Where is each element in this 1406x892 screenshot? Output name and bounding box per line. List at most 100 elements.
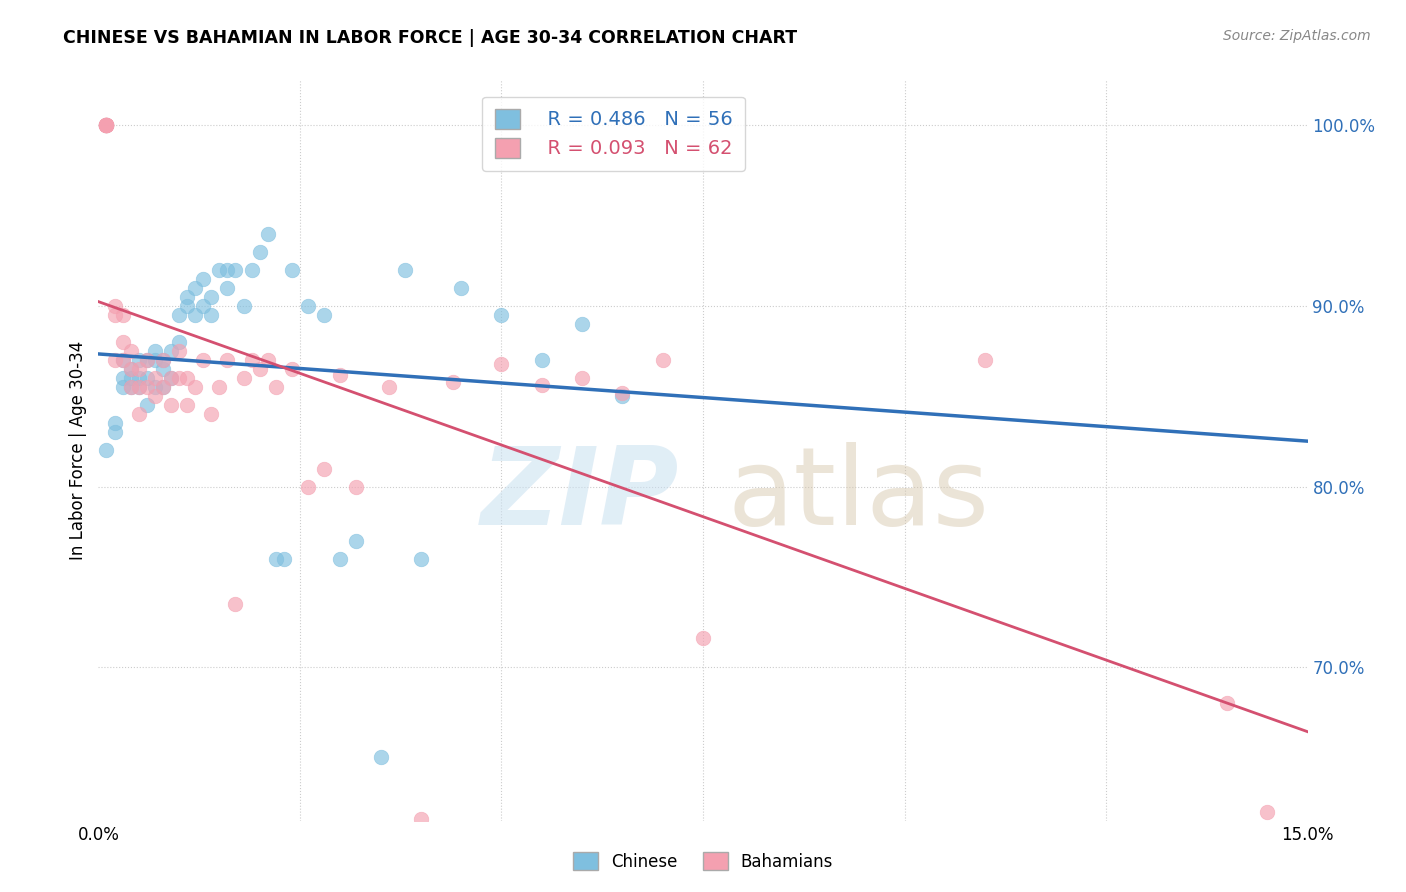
Point: [344, 533, 367, 548]
Point: [256, 353, 278, 368]
Point: [111, 353, 134, 368]
Point: [96, 119, 118, 133]
Point: [160, 398, 183, 412]
Point: [103, 353, 125, 368]
Point: [344, 479, 367, 493]
Point: [200, 308, 222, 322]
Point: [111, 380, 134, 394]
Point: [1256, 805, 1278, 819]
Point: [111, 308, 134, 322]
Point: [217, 263, 239, 277]
Point: [152, 353, 174, 368]
Point: [377, 380, 399, 394]
Text: ZIP: ZIP: [481, 442, 679, 548]
Y-axis label: In Labor Force | Age 30-34: In Labor Force | Age 30-34: [69, 341, 87, 560]
Point: [152, 380, 174, 394]
Point: [184, 308, 207, 322]
Point: [409, 551, 432, 566]
Point: [193, 353, 215, 368]
Point: [103, 417, 125, 431]
Point: [128, 353, 150, 368]
Point: [450, 281, 472, 295]
Text: CHINESE VS BAHAMIAN IN LABOR FORCE | AGE 30-34 CORRELATION CHART: CHINESE VS BAHAMIAN IN LABOR FORCE | AGE…: [63, 29, 797, 46]
Point: [135, 380, 157, 394]
Point: [135, 353, 157, 368]
Point: [224, 597, 246, 611]
Legend: Chinese, Bahamians: Chinese, Bahamians: [564, 844, 842, 880]
Point: [128, 380, 150, 394]
Point: [120, 380, 142, 394]
Point: [491, 357, 513, 371]
Point: [143, 371, 166, 385]
Point: [143, 344, 166, 359]
Point: [103, 308, 125, 322]
Point: [692, 632, 714, 646]
Point: [491, 308, 513, 322]
Point: [96, 119, 118, 133]
Point: [530, 378, 553, 392]
Point: [176, 290, 198, 304]
Point: [103, 425, 125, 440]
Point: [96, 119, 118, 133]
Point: [224, 263, 246, 277]
Point: [240, 263, 263, 277]
Point: [96, 119, 118, 133]
Point: [103, 299, 125, 313]
Point: [193, 272, 215, 286]
Point: [176, 299, 198, 313]
Point: [612, 389, 634, 403]
Point: [249, 362, 271, 376]
Point: [135, 353, 157, 368]
Point: [96, 119, 118, 133]
Point: [167, 335, 190, 350]
Point: [128, 371, 150, 385]
Point: [167, 308, 190, 322]
Point: [264, 551, 287, 566]
Point: [208, 380, 231, 394]
Point: [120, 371, 142, 385]
Point: [184, 281, 207, 295]
Point: [441, 375, 464, 389]
Point: [111, 335, 134, 350]
Point: [143, 389, 166, 403]
Point: [167, 371, 190, 385]
Point: [394, 263, 416, 277]
Point: [217, 281, 239, 295]
Text: Source: ZipAtlas.com: Source: ZipAtlas.com: [1223, 29, 1371, 43]
Point: [111, 371, 134, 385]
Point: [249, 244, 271, 259]
Point: [184, 380, 207, 394]
Point: [264, 380, 287, 394]
Point: [297, 299, 319, 313]
Point: [128, 408, 150, 422]
Point: [612, 385, 634, 400]
Point: [128, 380, 150, 394]
Point: [160, 371, 183, 385]
Point: [530, 353, 553, 368]
Point: [135, 398, 157, 412]
Point: [281, 362, 304, 376]
Point: [111, 353, 134, 368]
Point: [232, 299, 254, 313]
Point: [143, 353, 166, 368]
Point: [329, 368, 352, 382]
Point: [120, 362, 142, 376]
Point: [232, 371, 254, 385]
Point: [240, 353, 263, 368]
Point: [329, 551, 352, 566]
Point: [96, 119, 118, 133]
Point: [370, 750, 392, 764]
Point: [193, 299, 215, 313]
Point: [1216, 696, 1239, 710]
Point: [96, 119, 118, 133]
Point: [217, 353, 239, 368]
Point: [409, 812, 432, 826]
Point: [256, 227, 278, 241]
Point: [314, 461, 336, 475]
Point: [176, 371, 198, 385]
Point: [120, 344, 142, 359]
Point: [152, 353, 174, 368]
Point: [571, 371, 593, 385]
Point: [96, 119, 118, 133]
Point: [200, 408, 222, 422]
